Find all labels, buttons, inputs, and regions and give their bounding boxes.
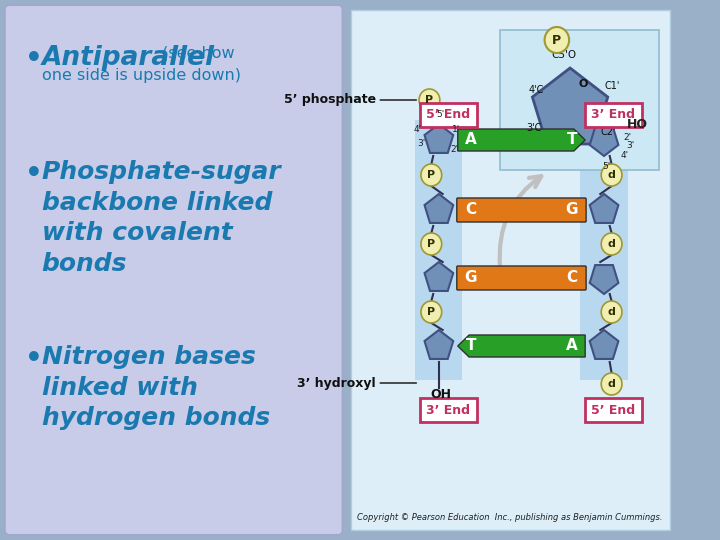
Circle shape	[421, 164, 441, 186]
Text: d: d	[608, 239, 616, 249]
Polygon shape	[458, 335, 585, 357]
Text: G: G	[566, 202, 578, 218]
Text: (see how: (see how	[157, 45, 234, 60]
Text: P: P	[427, 239, 436, 249]
Circle shape	[419, 89, 440, 111]
FancyBboxPatch shape	[456, 198, 586, 222]
Polygon shape	[590, 265, 618, 294]
Text: 5': 5'	[436, 110, 445, 119]
Text: Phosphate-sugar
backbone linked
with covalent
bonds: Phosphate-sugar backbone linked with cov…	[42, 160, 282, 276]
Text: 3': 3'	[626, 140, 635, 150]
Polygon shape	[590, 330, 618, 359]
Text: 5’ End: 5’ End	[426, 109, 470, 122]
Text: 1': 1'	[452, 125, 460, 134]
FancyBboxPatch shape	[585, 398, 642, 422]
Circle shape	[601, 301, 622, 323]
Text: 5': 5'	[602, 162, 610, 171]
FancyBboxPatch shape	[585, 103, 642, 127]
Text: 4': 4'	[414, 125, 422, 134]
Text: •: •	[24, 45, 42, 73]
Text: 3’ hydroxyl: 3’ hydroxyl	[297, 376, 376, 389]
FancyBboxPatch shape	[456, 266, 586, 290]
FancyBboxPatch shape	[420, 398, 477, 422]
Text: 5’ phosphate: 5’ phosphate	[284, 93, 376, 106]
Text: 3’ End: 3’ End	[426, 403, 470, 416]
Text: •: •	[24, 160, 42, 188]
Text: C: C	[465, 202, 477, 218]
Text: OH: OH	[431, 388, 451, 401]
Text: 3': 3'	[418, 139, 426, 148]
Text: d: d	[608, 170, 616, 180]
Polygon shape	[532, 68, 608, 144]
Text: d: d	[608, 307, 616, 317]
Polygon shape	[590, 194, 618, 223]
Text: 5’ End: 5’ End	[591, 403, 636, 416]
Text: C: C	[567, 271, 577, 286]
Circle shape	[601, 373, 622, 395]
Text: Copyright © Pearson Education  Inc., publishing as Benjamin Cummings.: Copyright © Pearson Education Inc., publ…	[357, 513, 662, 522]
Text: T: T	[567, 132, 577, 147]
Text: C1': C1'	[604, 81, 619, 91]
Text: one side is upside down): one side is upside down)	[42, 68, 240, 83]
Text: P: P	[427, 307, 436, 317]
Text: 2': 2'	[623, 132, 631, 141]
Circle shape	[601, 164, 622, 186]
Text: P: P	[427, 170, 436, 180]
Text: 3'C: 3'C	[526, 123, 541, 133]
FancyBboxPatch shape	[415, 120, 462, 380]
Text: •: •	[24, 345, 42, 373]
Text: 3’ End: 3’ End	[592, 109, 636, 122]
FancyBboxPatch shape	[580, 120, 628, 380]
Polygon shape	[425, 124, 453, 153]
FancyBboxPatch shape	[500, 30, 659, 170]
Polygon shape	[425, 262, 453, 291]
Polygon shape	[590, 127, 618, 156]
Text: 4': 4'	[621, 152, 629, 160]
Polygon shape	[458, 129, 585, 151]
Circle shape	[421, 301, 441, 323]
Text: O: O	[579, 79, 588, 89]
Polygon shape	[425, 194, 453, 223]
Text: Antiparallel: Antiparallel	[42, 45, 215, 71]
Text: 4'C: 4'C	[528, 85, 544, 95]
Polygon shape	[425, 330, 453, 359]
Text: HO: HO	[626, 118, 648, 132]
Text: A: A	[566, 339, 578, 354]
Text: P: P	[426, 95, 433, 105]
Text: P: P	[552, 33, 562, 46]
Text: C5'O: C5'O	[552, 50, 577, 60]
Text: C2': C2'	[600, 127, 616, 137]
Text: G: G	[464, 271, 477, 286]
Text: A: A	[465, 132, 477, 147]
Text: 2': 2'	[450, 145, 459, 154]
Text: d: d	[608, 379, 616, 389]
Circle shape	[544, 27, 569, 53]
Circle shape	[421, 233, 441, 255]
Circle shape	[601, 233, 622, 255]
Text: T: T	[466, 339, 476, 354]
FancyBboxPatch shape	[351, 10, 670, 530]
FancyBboxPatch shape	[420, 103, 477, 127]
FancyBboxPatch shape	[5, 5, 343, 535]
Text: Nitrogen bases
linked with
hydrogen bonds: Nitrogen bases linked with hydrogen bond…	[42, 345, 270, 430]
